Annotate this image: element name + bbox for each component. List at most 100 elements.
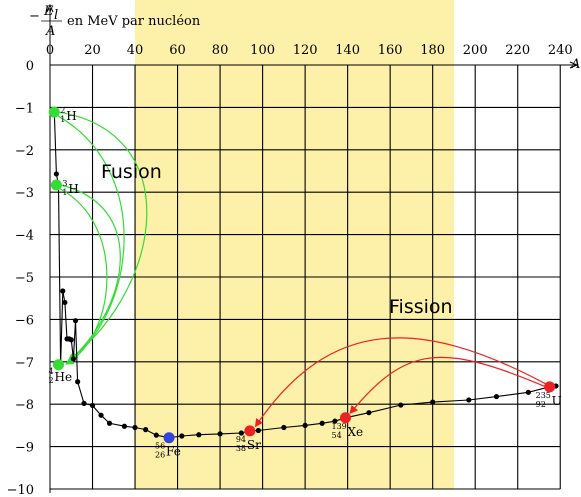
nucleus-mass: 235 (536, 391, 551, 400)
x-tick-label: 80 (212, 43, 229, 58)
nucleus-symbol: U (552, 394, 562, 408)
nucleus-charge: 38 (236, 444, 246, 453)
y-tick-label: −6 (15, 313, 34, 328)
y-axis-label: − E l A en MeV par nucléon (29, 4, 201, 39)
curve-point (430, 399, 436, 405)
nucleus-charge: 2 (49, 376, 54, 385)
y-tick-label: 0 (26, 59, 34, 74)
curve-point (179, 433, 185, 439)
fission-arrow (349, 356, 546, 415)
x-tick-label: 0 (46, 43, 54, 58)
nucleus-symbol: Fe (166, 445, 181, 459)
nucleus-marker-h (50, 179, 62, 191)
nucleus-mass: 56 (155, 442, 165, 451)
curve-point (332, 418, 338, 424)
curve-point (132, 424, 138, 431)
x-tick-label: 240 (548, 43, 573, 58)
nucleus-marker-u (544, 381, 556, 393)
y-label-unit: en MeV par nucléon (67, 14, 201, 29)
nucleus-symbol: H (68, 182, 78, 196)
fusion-arrow (58, 111, 148, 360)
curve-point (143, 427, 149, 433)
curve-point (60, 288, 66, 294)
nucleus-charge: 92 (536, 400, 546, 409)
y-tick-label: −9 (15, 441, 34, 456)
nucleus-marker-sr (244, 425, 256, 437)
curve-point (89, 402, 96, 409)
y-tick-label: −4 (15, 229, 34, 244)
y-label-minus: − (29, 9, 40, 24)
y-tick-label: −3 (15, 186, 34, 201)
y-tick-label: −10 (7, 483, 34, 497)
y-tick-label: −1 (15, 101, 34, 116)
x-tick-label: 120 (293, 43, 318, 58)
x-axis-arrow (569, 61, 579, 69)
curve-point (493, 393, 500, 400)
curve-point (98, 412, 104, 418)
curve-point (53, 171, 59, 177)
y-label-numerator: E (43, 4, 54, 19)
fusion-arrow (60, 184, 121, 363)
nucleus-charge: 26 (155, 451, 165, 460)
curve-point (319, 420, 325, 426)
nucleus-symbol: He (55, 370, 73, 384)
curve-point (62, 299, 68, 306)
nucleus-mass: 4 (49, 367, 54, 376)
curve-point (366, 410, 372, 416)
curve-point (217, 431, 223, 437)
y-axis-arrow (46, 3, 54, 13)
x-tick-label: 180 (420, 43, 445, 58)
nucleus-mass: 2 (60, 106, 65, 115)
curve-point (121, 423, 128, 429)
nucleus-charge: 54 (332, 431, 342, 440)
nucleus-marker-fe (163, 432, 175, 444)
curve-point (255, 427, 261, 434)
curve-point (153, 432, 159, 438)
nucleus-symbol: Xe (348, 425, 364, 439)
fission-arrow (254, 337, 546, 428)
x-tick-label: 20 (84, 43, 101, 58)
x-tick-label: 220 (505, 43, 530, 58)
nucleus-mass: 139 (332, 422, 347, 431)
fusion-annotation: Fusion (101, 161, 162, 183)
y-tick-label: −5 (15, 271, 34, 286)
x-tick-label: 100 (250, 43, 275, 58)
nucleus-mass: 3 (62, 179, 67, 188)
stability-region (135, 0, 454, 489)
curve-point (302, 422, 308, 428)
curve-point (525, 389, 531, 395)
x-tick-label: 140 (335, 43, 360, 58)
y-tick-label: −8 (15, 398, 34, 413)
curve-point (398, 402, 404, 408)
nucleus-symbol: H (66, 109, 76, 123)
curve-point (238, 430, 244, 436)
curve-point (81, 400, 87, 406)
y-tick-label: −2 (15, 144, 34, 159)
curve-point (75, 379, 81, 385)
nucleus-charge: 1 (62, 188, 67, 197)
x-tick-label: 160 (378, 43, 403, 58)
curve-point (68, 337, 74, 343)
curve-point (196, 432, 202, 438)
y-label-numerator-sub: l (54, 8, 58, 23)
nucleus-charge: 1 (60, 115, 65, 124)
fusion-arrow (60, 188, 108, 365)
nucleus-mass: 94 (236, 435, 246, 444)
x-tick-label: 60 (169, 43, 186, 58)
fusion-arrow (57, 115, 125, 362)
curve-point (72, 318, 79, 324)
curve-point (466, 397, 472, 403)
x-axis-label: A (570, 57, 580, 72)
nucleus-symbol: Sr (247, 438, 261, 452)
y-tick-label: −7 (15, 356, 34, 371)
curve-point (281, 424, 287, 431)
curve-point (70, 356, 76, 362)
fission-annotation: Fission (389, 296, 453, 318)
curve-point (106, 420, 113, 426)
nucleus-marker-he (53, 359, 65, 371)
nucleus-marker-xe (340, 412, 352, 424)
x-tick-label: 200 (463, 43, 488, 58)
nucleus-marker-h (48, 106, 60, 118)
x-tick-label: 40 (127, 43, 144, 58)
